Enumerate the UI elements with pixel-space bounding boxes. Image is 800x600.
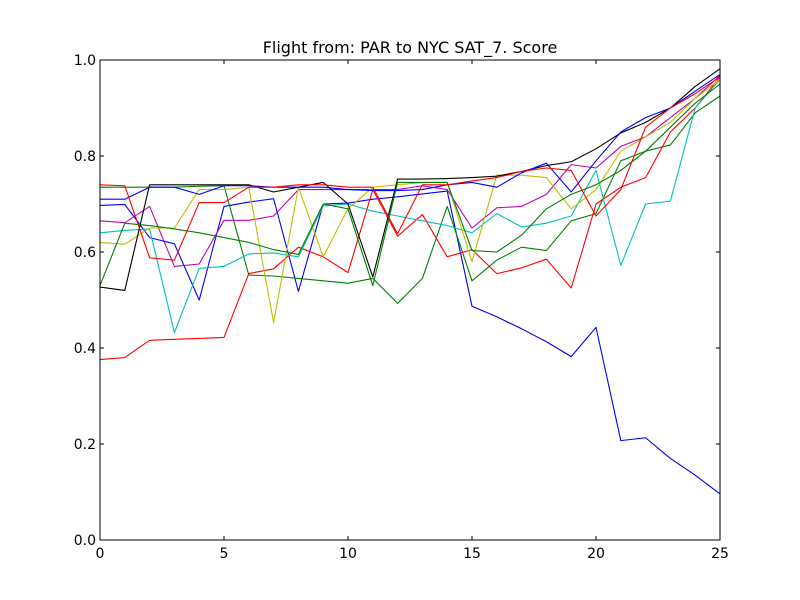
y-tick-label: 0.6: [74, 245, 96, 261]
series-line-2: [100, 95, 721, 304]
y-axis-ticks: 0.0 0.2 0.4 0.6 0.8 1.0: [74, 53, 720, 549]
series-line-9: [99, 83, 721, 287]
series-line-1: [99, 190, 721, 495]
y-tick-label: 0.0: [74, 533, 96, 549]
x-axis-ticks: 0 5 10 15 20 25: [96, 60, 729, 562]
series-line-8: [100, 73, 721, 200]
x-tick-label: 0: [96, 546, 105, 562]
series-line-5: [99, 74, 721, 267]
plot-area: [100, 60, 720, 540]
y-tick-label: 0.4: [74, 341, 96, 357]
x-tick-label: 5: [220, 546, 229, 562]
series-line-10: [99, 76, 721, 261]
x-tick-label: 10: [339, 546, 357, 562]
chart-title: Flight from: PAR to NYC SAT_7. Score: [263, 38, 558, 58]
y-tick-label: 1.0: [74, 53, 96, 69]
series-line-4: [99, 78, 721, 334]
series-line-3: [99, 76, 721, 361]
y-tick-label: 0.8: [74, 149, 96, 165]
x-tick-label: 25: [711, 546, 729, 562]
series-layer: [99, 68, 721, 495]
x-tick-label: 15: [463, 546, 481, 562]
series-line-6: [99, 78, 721, 324]
plot-border: [99, 59, 721, 541]
y-tick-label: 0.2: [74, 437, 96, 453]
x-tick-label: 20: [587, 546, 605, 562]
series-line-7: [99, 68, 721, 291]
